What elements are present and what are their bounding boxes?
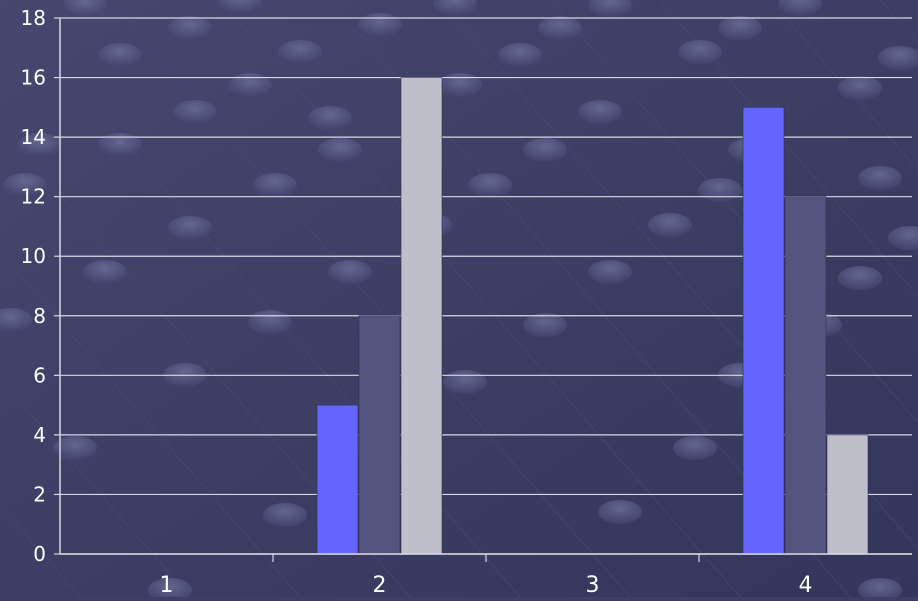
bg-dot (718, 16, 762, 40)
bg-dot (648, 213, 692, 237)
bg-dot (588, 260, 632, 284)
y-tick-label: 2 (33, 482, 46, 506)
bg-dot (443, 370, 487, 394)
y-tick-label: 10 (21, 244, 46, 268)
bg-dot (173, 100, 217, 124)
x-tick-label: 2 (373, 573, 387, 597)
bg-dot (433, 0, 477, 16)
bg-dot (168, 216, 212, 240)
bg-dot (838, 266, 882, 290)
bar-series-2-cat-2 (358, 315, 401, 555)
bg-line (439, 0, 918, 550)
bar-series-1-cat-4 (742, 107, 785, 555)
y-tick-label: 4 (33, 423, 46, 447)
bar-series-1-cat-2 (316, 404, 359, 555)
bg-dot (588, 0, 632, 17)
bg-dot (538, 16, 582, 40)
y-tick-label: 6 (33, 363, 46, 387)
bg-dot (523, 313, 567, 337)
bg-dot (358, 13, 402, 37)
bg-dot (53, 436, 97, 460)
x-tick-label: 4 (799, 573, 813, 597)
bg-dot (278, 40, 322, 64)
bg-dot (578, 100, 622, 124)
bg-dot (263, 503, 307, 527)
y-tick-label: 14 (21, 125, 46, 149)
bg-dot (98, 133, 142, 157)
bg-dot (308, 106, 352, 130)
bg-dot (523, 138, 567, 162)
bg-dot (678, 40, 722, 64)
bg-dot (698, 178, 742, 202)
x-tick-label: 3 (586, 573, 600, 597)
bg-dot (838, 76, 882, 100)
bg-line (219, 0, 741, 598)
bg-dot (598, 500, 642, 524)
bar-series-3-cat-2 (400, 77, 443, 555)
bg-dot (468, 173, 512, 197)
bars (316, 77, 869, 555)
y-tick-label: 0 (33, 542, 46, 566)
bg-dot (778, 0, 822, 16)
bg-dot (858, 578, 902, 601)
y-tick-label: 16 (21, 66, 46, 90)
x-tick-label: 1 (160, 573, 174, 597)
bg-dot (328, 260, 372, 284)
bg-dot (858, 166, 902, 190)
y-tick-label: 12 (21, 185, 46, 209)
bg-dot (148, 578, 192, 601)
bg-dot (0, 308, 32, 332)
bg-line (0, 378, 191, 598)
bg-dot (253, 173, 297, 197)
bg-line (659, 0, 918, 297)
bg-dot (228, 73, 272, 97)
bg-dot (498, 43, 542, 67)
bg-dot (248, 310, 292, 334)
bg-line (109, 0, 631, 598)
bg-dot (438, 73, 482, 97)
bar-series-3-cat-4 (826, 434, 869, 555)
bg-dot (18, 133, 62, 157)
bg-line (0, 251, 301, 598)
y-tick-label: 18 (21, 6, 46, 30)
bg-dot (218, 0, 262, 14)
bg-dot (318, 138, 362, 162)
bg-dot (3, 173, 47, 197)
bg-dot (878, 46, 918, 70)
bg-dot (98, 43, 142, 67)
bar-series-2-cat-4 (784, 196, 827, 555)
y-tick-label: 8 (33, 304, 46, 328)
bg-dot (168, 16, 212, 40)
bg-dot (83, 260, 127, 284)
bg-dot (673, 436, 717, 460)
bg-dot (63, 0, 107, 17)
bg-dot (888, 226, 918, 250)
